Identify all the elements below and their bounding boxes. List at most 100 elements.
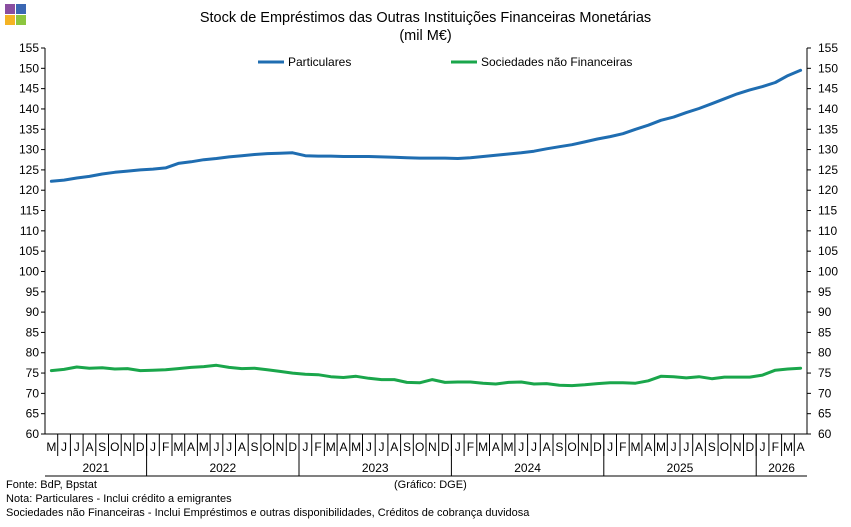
- chart-subtitle: (mil M€): [399, 28, 452, 44]
- month-tick-label: S: [708, 440, 716, 454]
- month-tick-label: S: [98, 440, 106, 454]
- month-tick-label: J: [760, 440, 766, 454]
- y-tick-label-right: 130: [818, 143, 838, 157]
- month-tick-label: D: [593, 440, 602, 454]
- logo-icon: [5, 4, 27, 26]
- year-label: 2023: [362, 461, 389, 475]
- month-tick-label: M: [326, 440, 336, 454]
- month-tick-label: J: [213, 440, 219, 454]
- y-tick-label-left: 130: [19, 143, 39, 157]
- y-tick-label-right: 65: [818, 407, 832, 421]
- month-tick-label: A: [492, 440, 500, 454]
- month-tick-label: N: [428, 440, 437, 454]
- month-tick-label: A: [339, 440, 347, 454]
- month-tick-label: M: [173, 440, 183, 454]
- y-tick-label-left: 65: [26, 407, 40, 421]
- month-tick-label: N: [276, 440, 285, 454]
- month-tick-label: A: [187, 440, 195, 454]
- month-tick-label: J: [61, 440, 67, 454]
- month-tick-label: M: [504, 440, 514, 454]
- y-tick-label-left: 80: [26, 346, 40, 360]
- y-tick-label-right: 135: [818, 122, 838, 136]
- y-tick-label-left: 140: [19, 102, 39, 116]
- series-line-particulares: [49, 68, 803, 183]
- month-tick-label: J: [150, 440, 156, 454]
- month-tick-label: J: [302, 440, 308, 454]
- month-tick-label: N: [123, 440, 132, 454]
- month-tick-label: M: [351, 440, 361, 454]
- month-tick-label: A: [644, 440, 652, 454]
- graph-credit: (Gráfico: DGE): [394, 479, 467, 491]
- y-tick-label-left: 120: [19, 183, 39, 197]
- month-tick-label: M: [656, 440, 666, 454]
- month-tick-label: A: [238, 440, 246, 454]
- month-tick-label: M: [199, 440, 209, 454]
- y-tick-label-left: 155: [19, 41, 39, 55]
- month-tick-label: N: [733, 440, 742, 454]
- y-tick-label-right: 120: [818, 183, 838, 197]
- y-tick-label-right: 90: [818, 305, 832, 319]
- month-tick-label: F: [619, 440, 626, 454]
- month-tick-label: F: [467, 440, 474, 454]
- y-tick-label-left: 145: [19, 82, 39, 96]
- y-tick-label-right: 80: [818, 346, 832, 360]
- month-tick-label: O: [415, 440, 424, 454]
- y-tick-label-left: 95: [26, 285, 40, 299]
- legend-label: Sociedades não Financeiras: [481, 55, 632, 69]
- y-tick-label-right: 75: [818, 366, 832, 380]
- month-tick-label: M: [783, 440, 793, 454]
- month-tick-label: M: [631, 440, 641, 454]
- month-tick-label: O: [110, 440, 119, 454]
- year-label: 2021: [82, 461, 109, 475]
- month-tick-label: A: [797, 440, 805, 454]
- month-tick-label: S: [555, 440, 563, 454]
- y-tick-label-left: 100: [19, 264, 39, 278]
- month-tick-label: J: [226, 440, 232, 454]
- source-note: Fonte: BdP, Bpstat: [6, 479, 97, 491]
- month-tick-label: M: [478, 440, 488, 454]
- chart-title: Stock de Empréstimos das Outras Institui…: [199, 10, 652, 26]
- y-tick-label-right: 95: [818, 285, 832, 299]
- month-tick-label: M: [46, 440, 56, 454]
- y-tick-label-left: 70: [26, 386, 40, 400]
- y-tick-label-left: 105: [19, 244, 39, 258]
- y-tick-label-right: 140: [818, 102, 838, 116]
- y-tick-label-left: 150: [19, 61, 39, 75]
- month-tick-label: F: [314, 440, 321, 454]
- y-tick-label-left: 135: [19, 122, 39, 136]
- month-tick-label: S: [403, 440, 411, 454]
- month-tick-label: N: [580, 440, 589, 454]
- month-tick-label: A: [85, 440, 93, 454]
- month-tick-label: J: [379, 440, 385, 454]
- y-tick-label-left: 60: [26, 427, 40, 441]
- y-tick-label-right: 70: [818, 386, 832, 400]
- month-tick-label: F: [162, 440, 169, 454]
- y-tick-label-right: 110: [818, 224, 837, 238]
- logo-square-3: [5, 15, 15, 25]
- y-tick-label-right: 150: [818, 61, 838, 75]
- y-tick-label-right: 85: [818, 325, 832, 339]
- month-tick-label: A: [390, 440, 398, 454]
- logo-square-4: [16, 15, 26, 25]
- month-tick-label: F: [772, 440, 779, 454]
- year-label: 2024: [514, 461, 541, 475]
- month-tick-label: O: [567, 440, 576, 454]
- month-tick-label: O: [720, 440, 729, 454]
- month-tick-label: A: [695, 440, 703, 454]
- month-tick-label: J: [607, 440, 613, 454]
- month-tick-label: A: [543, 440, 551, 454]
- month-tick-label: D: [288, 440, 297, 454]
- month-tick-label: D: [136, 440, 145, 454]
- y-tick-label-right: 125: [818, 163, 838, 177]
- y-tick-label-right: 60: [818, 427, 832, 441]
- year-label: 2022: [209, 461, 236, 475]
- month-tick-label: J: [455, 440, 461, 454]
- y-tick-label-right: 145: [818, 82, 838, 96]
- month-tick-label: J: [683, 440, 689, 454]
- month-tick-label: J: [518, 440, 524, 454]
- y-tick-label-left: 110: [20, 224, 39, 238]
- legend-label: Particulares: [288, 55, 351, 69]
- y-tick-label-left: 75: [26, 366, 40, 380]
- y-tick-label-left: 85: [26, 325, 40, 339]
